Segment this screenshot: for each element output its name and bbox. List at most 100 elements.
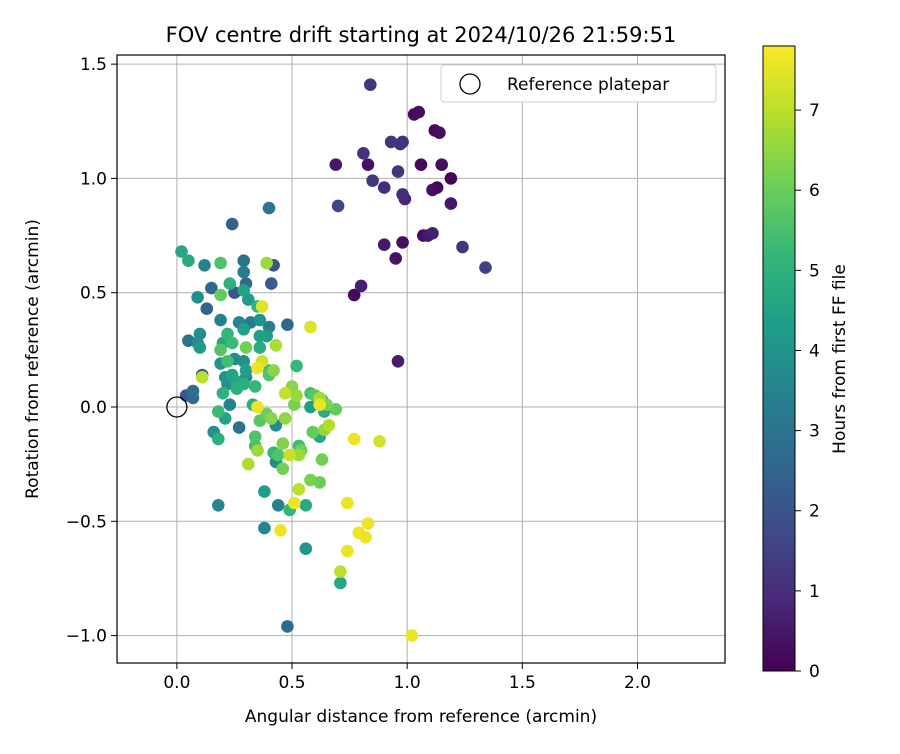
data-point [248,380,262,393]
data-point [405,629,419,642]
colorbar: 0 1 2 3 4 5 6 7 Hours from first FF file [762,45,850,682]
data-point [334,565,347,578]
data-point [366,174,379,187]
data-point [255,300,269,313]
data-point [359,531,373,544]
data-point [276,437,290,450]
data-point [237,254,250,267]
data-point [262,201,276,215]
data-point [347,288,361,302]
colorbar-tick-label: 0 [809,662,820,682]
data-point [223,398,237,412]
colorbar-tick-label: 5 [809,261,820,281]
data-point [251,444,264,457]
colorbar-ticks: 0 1 2 3 4 5 6 7 [795,101,820,682]
colorbar-tick-label: 6 [809,181,820,201]
data-point [292,483,306,496]
data-point [269,339,283,352]
data-point [278,412,292,425]
data-point [175,245,188,258]
data-point [186,384,200,398]
data-point [237,323,250,336]
data-point [364,78,377,91]
data-point [322,419,336,432]
colorbar-tick-label: 1 [809,582,820,602]
data-point [435,158,449,171]
data-point [258,521,271,535]
data-point [288,496,301,510]
data-point [396,188,409,201]
data-point [214,256,227,270]
data-point [389,252,403,265]
y-axis-ticks: −1.0 −0.5 0.0 0.5 1.0 1.5 [66,55,117,647]
data-point [239,341,253,354]
data-point [276,462,290,476]
y-tick-label: 1.5 [80,55,107,75]
data-point [230,382,244,396]
data-point [221,355,234,368]
colorbar-label: Hours from first FF file [830,264,850,454]
data-point [237,265,250,279]
data-point [377,181,391,194]
data-point [391,165,405,178]
data-point [290,359,303,373]
data-point [258,485,271,498]
colorbar-tick-label: 7 [809,101,820,121]
colorbar-tick-label: 3 [809,422,820,442]
data-point [396,135,409,149]
x-tick-label: 2.0 [624,673,651,693]
data-point [315,453,329,466]
data-point [225,336,239,350]
data-point [193,327,207,341]
data-point [426,227,439,240]
data-point [290,389,303,402]
legend: Reference platepar [440,64,717,103]
colorbar-tick-label: 4 [809,341,820,361]
plot-frame [116,54,726,664]
data-point [283,448,297,462]
data-point [251,361,264,375]
data-point [341,544,354,558]
reference-platepar-marker [166,396,188,418]
data-point [361,158,375,171]
x-tick-label: 1.5 [509,673,536,693]
data-point [242,457,255,471]
data-point [239,364,253,377]
data-point [212,405,225,418]
data-point [299,542,313,555]
data-point [292,448,306,462]
data-point [444,197,458,210]
data-point [306,425,320,439]
data-point [274,524,287,537]
data-point [253,313,267,327]
data-point [182,254,195,267]
data-point [361,517,375,530]
y-axis-label: Rotation from reference (arcmin) [23,219,43,499]
data-point [479,261,492,274]
colorbar-gradient [762,45,796,672]
data-point [391,355,405,368]
y-tick-label: −1.0 [66,627,107,647]
data-point [232,421,246,434]
data-point [225,217,239,231]
legend-label: Reference platepar [507,75,669,95]
data-point [271,448,285,462]
data-point [354,279,368,293]
data-point [341,496,354,510]
x-tick-label: 0.5 [279,673,306,693]
data-point [198,259,211,272]
legend-box [440,64,717,103]
data-point [304,320,317,334]
data-point [456,240,469,254]
data-point [396,236,409,249]
colorbar-tick-label: 2 [809,502,820,522]
data-point [357,147,370,160]
data-point [248,430,262,444]
data-point [281,620,294,633]
data-point [329,158,343,171]
data-point [412,105,426,119]
data-point [212,499,225,512]
data-point [377,238,391,251]
